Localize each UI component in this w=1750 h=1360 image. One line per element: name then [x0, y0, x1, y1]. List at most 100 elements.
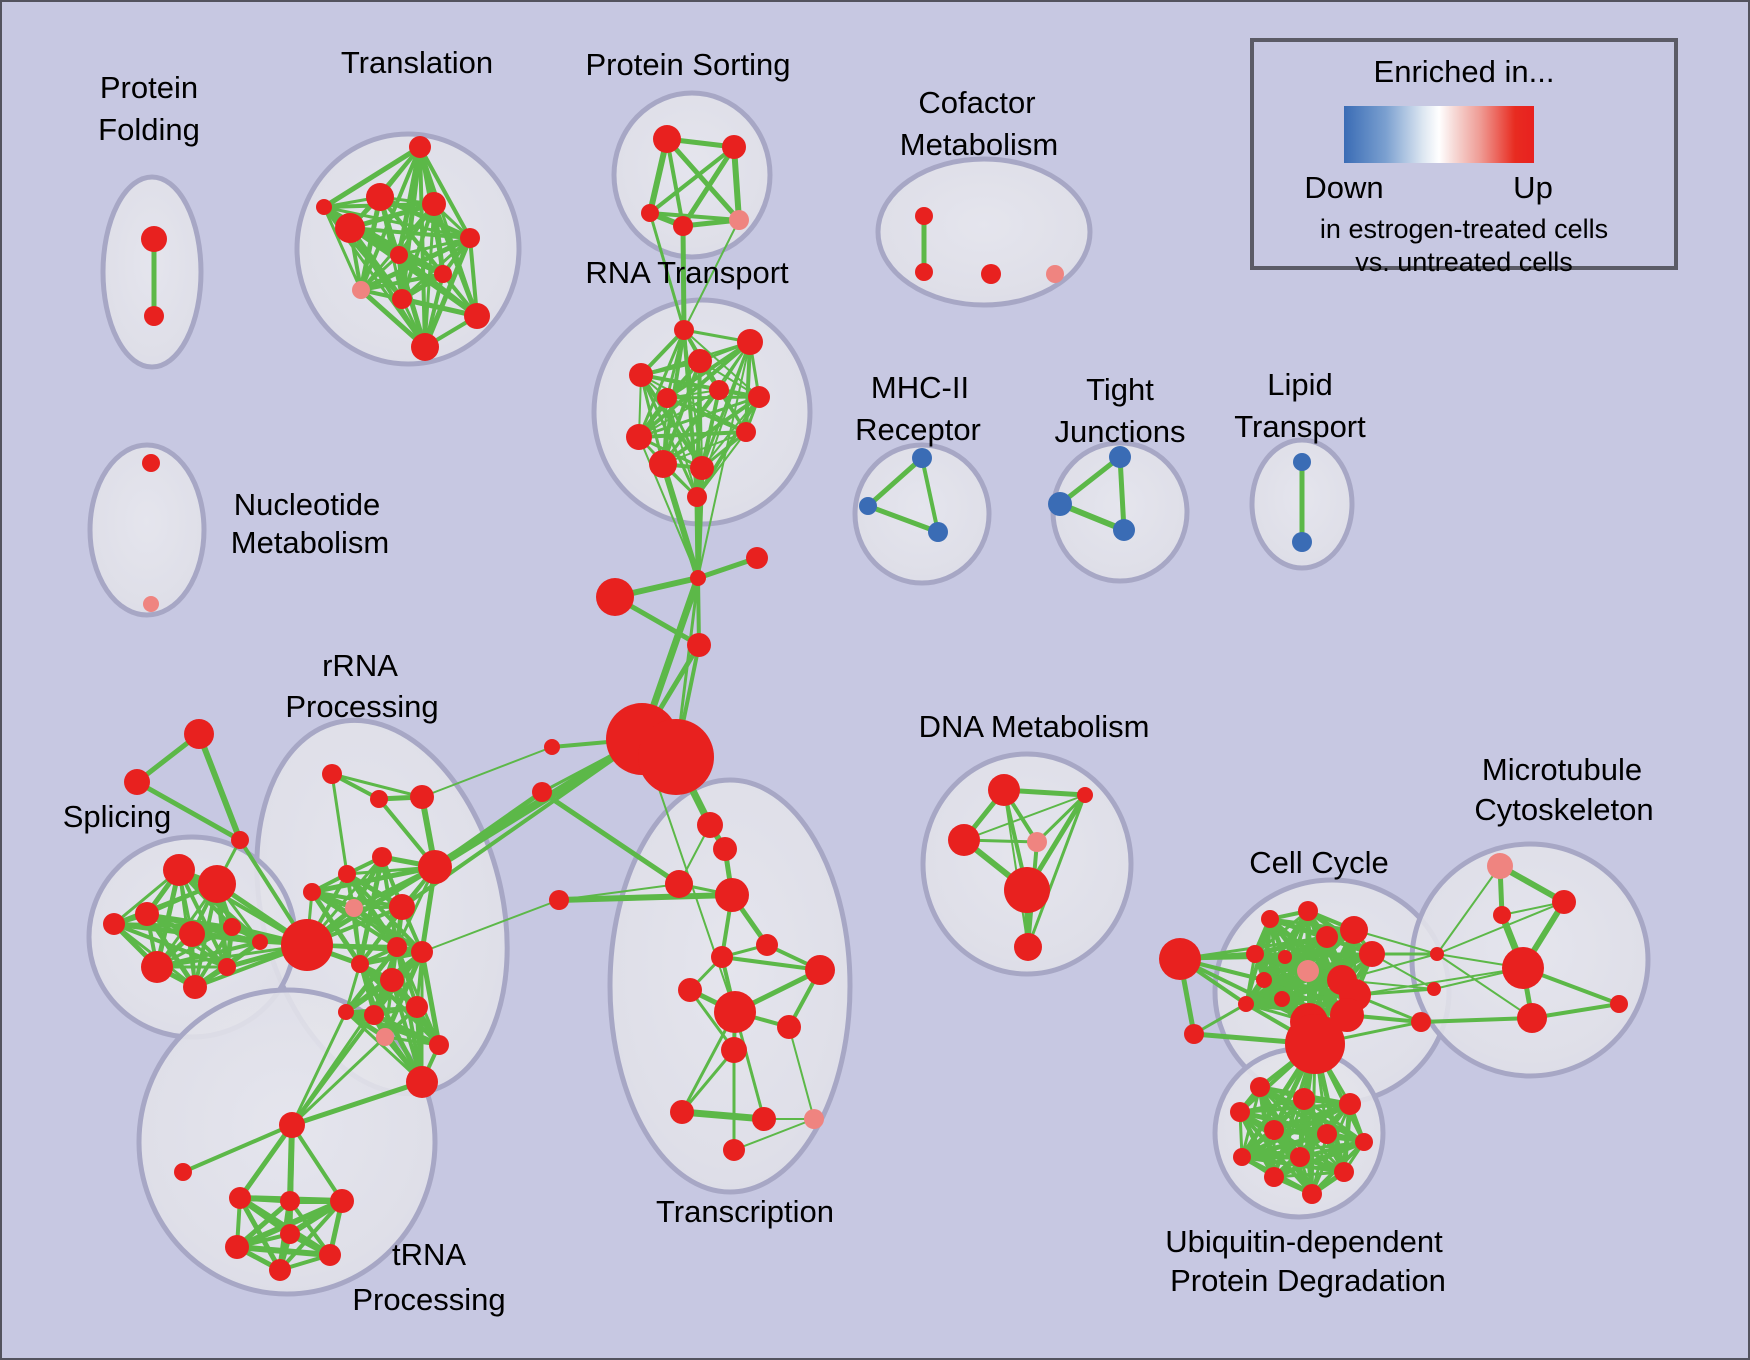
- legend-caption-line1: in estrogen-treated cells: [1319, 214, 1609, 244]
- network-node-R1: [322, 764, 342, 784]
- network-edge: [556, 892, 735, 903]
- network-edge: [661, 388, 721, 466]
- network-node-UB6: [1317, 1124, 1337, 1144]
- network-node-RT3: [629, 363, 653, 387]
- network-node-PS2: [722, 135, 746, 159]
- network-node-UB4: [1230, 1102, 1250, 1122]
- legend-title: Enriched in...: [1373, 54, 1555, 89]
- network-node-TR7: [805, 955, 835, 985]
- network-node-TR8: [678, 978, 702, 1002]
- network-node-TL5: [460, 228, 480, 248]
- network-node-M3: [928, 522, 948, 542]
- cluster-label: Processing: [285, 689, 438, 724]
- network-node-SP2: [198, 865, 236, 903]
- network-edge: [468, 236, 479, 318]
- network-node-CC16: [1184, 1024, 1204, 1044]
- cluster-label: Nucleotide: [234, 487, 380, 522]
- network-edge: [290, 978, 394, 1127]
- network-node-CC9: [1256, 972, 1272, 988]
- network-node-R17: [376, 1028, 394, 1046]
- network-node-RT8: [626, 424, 652, 450]
- cluster-label: DNA Metabolism: [919, 709, 1150, 744]
- network-node-CC4: [1340, 916, 1368, 944]
- network-node-UB8: [1233, 1148, 1251, 1166]
- network-node-H3: [746, 547, 768, 569]
- network-node-MT4: [1502, 947, 1544, 989]
- cluster-label: Microtubule: [1482, 752, 1642, 787]
- network-edge: [638, 389, 720, 438]
- network-node-R6: [418, 850, 452, 884]
- network-edge: [321, 144, 423, 210]
- network-node-RT4: [688, 349, 712, 373]
- network-node-SP3: [135, 902, 159, 926]
- network-node-MT5: [1517, 1003, 1547, 1033]
- network-edge: [344, 1010, 424, 1084]
- cluster-label: Protein: [100, 70, 198, 105]
- network-node-TN3: [330, 1189, 354, 1213]
- cluster-ellipse-protein-sorting: [611, 90, 773, 260]
- cluster-label: Metabolism: [231, 525, 390, 560]
- cluster-label: Cofactor: [918, 85, 1035, 120]
- legend-caption-line2: vs. untreated cells: [1355, 247, 1573, 277]
- network-node-SP4: [179, 921, 205, 947]
- network-node-TL12: [316, 199, 332, 215]
- cluster-label: Folding: [98, 112, 200, 147]
- network-node-CC14: [1330, 998, 1364, 1032]
- network-edge: [1419, 1016, 1534, 1024]
- network-node-TN7: [280, 1224, 300, 1244]
- network-edge: [322, 205, 363, 292]
- cluster-ellipse-cofactor-metabolism: [875, 156, 1093, 308]
- network-node-TA: [184, 719, 214, 749]
- cluster-ellipse-trna-processing: [136, 987, 438, 1297]
- network-node-SP9: [252, 934, 268, 950]
- cluster-labels: Protein Folding Translation Protein Sorting…: [63, 45, 1654, 1317]
- cluster-label: Translation: [341, 45, 493, 80]
- network-node-PF1: [141, 226, 167, 252]
- network-edge: [1035, 793, 1087, 844]
- network-node-H1: [690, 570, 706, 586]
- network-node-RT9: [649, 450, 677, 478]
- network-edge: [1436, 865, 1501, 955]
- network-edge: [1341, 953, 1438, 981]
- network-edge: [290, 1005, 419, 1127]
- network-node-TN6: [319, 1244, 341, 1266]
- network-edge: [1057, 454, 1123, 507]
- network-node-N1: [142, 454, 160, 472]
- network-node-TN1: [229, 1187, 251, 1209]
- cluster-label: Ubiquitin-dependent: [1165, 1224, 1443, 1259]
- network-node-D2: [1077, 787, 1093, 803]
- network-edge: [351, 905, 425, 955]
- network-node-SN1: [231, 831, 249, 849]
- network-edge: [1271, 1139, 1367, 1180]
- cluster-label: MHC-II: [871, 370, 969, 405]
- cluster-label: Cytoskeleton: [1474, 792, 1653, 827]
- network-node-CF1: [915, 207, 933, 225]
- network-node-SP6: [141, 951, 173, 983]
- network-edge: [290, 1123, 344, 1203]
- cluster-label: Junctions: [1055, 414, 1186, 449]
- network-node-H2: [596, 578, 634, 616]
- network-node-CC8: [1297, 960, 1319, 982]
- network-edge: [637, 395, 761, 439]
- network-node-PS5: [729, 210, 749, 230]
- network-node-MX1: [1430, 947, 1444, 961]
- network-edge: [660, 461, 701, 581]
- network-node-CC2: [1298, 901, 1318, 921]
- network-node-L2: [1292, 532, 1312, 552]
- network-node-CC1: [1261, 910, 1279, 928]
- network-node-TL2: [366, 183, 394, 211]
- network-node-UB2: [1293, 1088, 1315, 1110]
- network-node-R7: [303, 883, 321, 901]
- network-node-M2: [859, 497, 877, 515]
- network-node-C2: [638, 719, 714, 795]
- network-edge: [788, 1026, 815, 1120]
- network-node-H4: [687, 633, 711, 657]
- network-edge: [731, 144, 742, 223]
- network-edge: [1353, 929, 1438, 955]
- cluster-label: Metabolism: [900, 127, 1059, 162]
- network-node-SP8: [218, 958, 236, 976]
- network-edge: [697, 341, 751, 579]
- network-edge: [322, 205, 472, 240]
- cluster-label: Tight: [1086, 372, 1154, 407]
- network-node-SP5: [223, 918, 241, 936]
